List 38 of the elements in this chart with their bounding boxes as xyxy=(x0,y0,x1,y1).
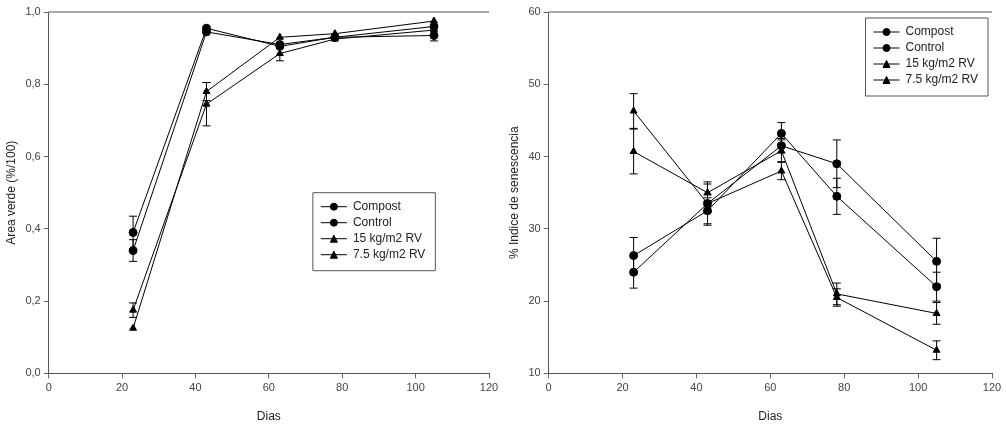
x-tick-label: 20 xyxy=(616,381,629,394)
y-tick-label: 30 xyxy=(528,221,541,234)
x-tick-label: 100 xyxy=(908,381,928,394)
legend-label: 7.5 kg/m2 RV xyxy=(905,72,978,87)
y-tick-label: 0,2 xyxy=(25,294,41,307)
legend-label: Compost xyxy=(352,199,402,214)
legend-label: 15 kg/m2 RV xyxy=(352,231,423,246)
x-tick-label: 60 xyxy=(764,381,777,394)
x-tick-label: 0 xyxy=(545,381,552,394)
y-tick-label: 1,0 xyxy=(25,5,41,18)
x-tick-label: 80 xyxy=(336,381,349,394)
x-tick-label: 0 xyxy=(45,381,52,394)
legend-label: 7.5 kg/m2 RV xyxy=(352,247,426,262)
x-tick-label: 120 xyxy=(479,381,499,394)
y-tick-label: 0,0 xyxy=(25,366,41,379)
x-tick-label: 80 xyxy=(838,381,851,394)
legend-label: Control xyxy=(905,40,945,55)
y-tick-label: 50 xyxy=(528,77,541,90)
x-tick-label: 40 xyxy=(690,381,703,394)
y-tick-label: 0,6 xyxy=(25,149,41,162)
y-tick-label: 20 xyxy=(528,294,541,307)
y-axis-title: % Indice de senescencia xyxy=(506,126,521,260)
y-tick-label: 0,8 xyxy=(25,77,41,90)
x-tick-label: 100 xyxy=(406,381,425,394)
y-tick-label: 10 xyxy=(528,366,541,379)
y-tick-label: 60 xyxy=(528,5,541,18)
x-axis-title: Dias xyxy=(758,409,783,424)
x-tick-label: 40 xyxy=(189,381,202,394)
y-tick-label: 0,4 xyxy=(25,221,41,234)
x-tick-label: 120 xyxy=(982,381,1002,394)
x-axis-title: Dias xyxy=(256,409,281,424)
x-tick-label: 60 xyxy=(262,381,275,394)
legend-label: Compost xyxy=(905,24,955,39)
x-tick-label: 20 xyxy=(115,381,129,394)
legend-label: Control xyxy=(352,215,392,230)
legend-label: 15 kg/m2 RV xyxy=(905,56,975,71)
y-axis-title: Area verde (%/100) xyxy=(3,140,18,245)
y-tick-label: 40 xyxy=(528,149,541,162)
